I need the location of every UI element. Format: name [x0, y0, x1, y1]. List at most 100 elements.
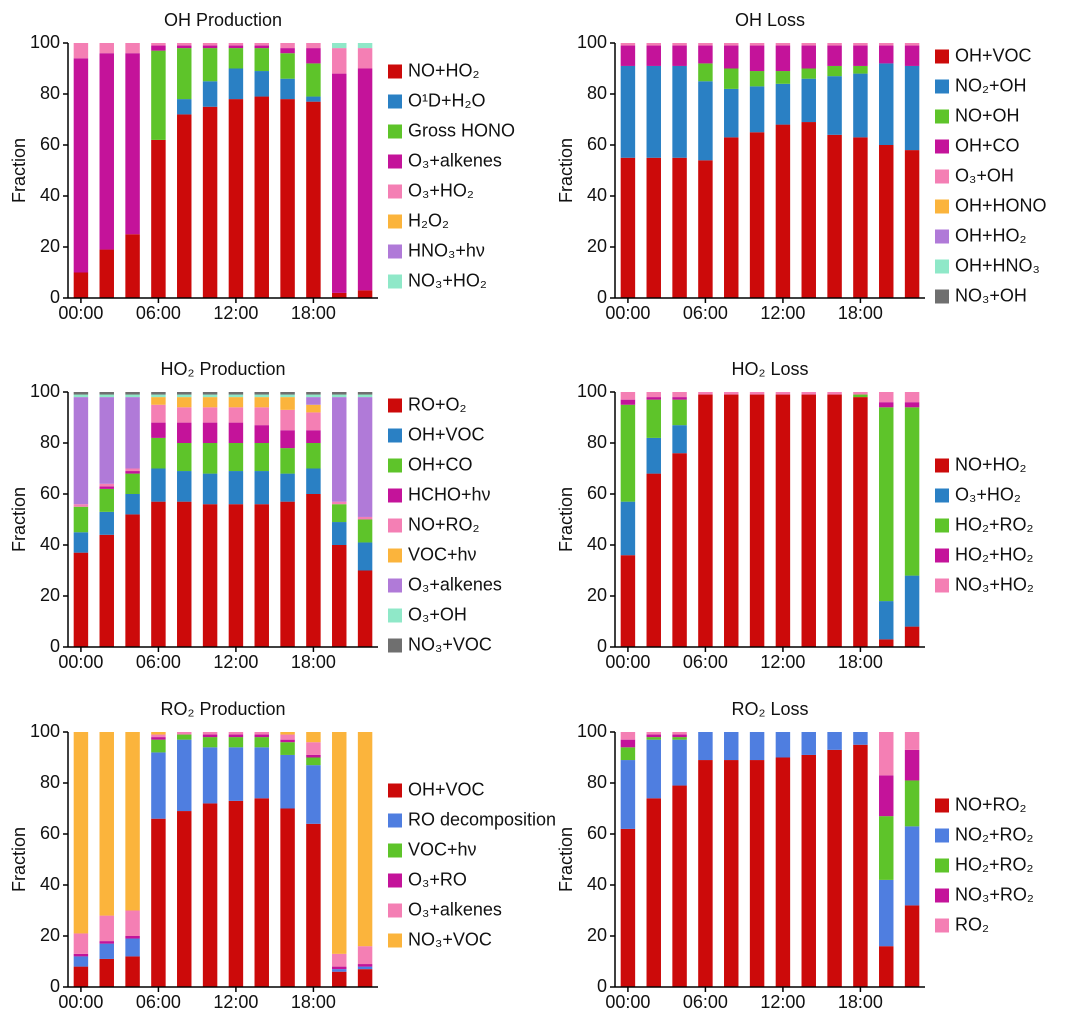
x-tick-label: 18:00 — [291, 652, 336, 672]
bar-segment — [724, 88, 739, 138]
legend-label: O₃+alkenes — [408, 899, 502, 919]
bar-segment — [646, 739, 661, 799]
bar-segment — [827, 392, 842, 395]
bar-segment — [280, 392, 295, 395]
legend-label: NO₃+VOC — [408, 634, 492, 654]
bar-segment — [125, 956, 140, 987]
bar-segment — [620, 43, 636, 46]
legend-label: NO₂+RO₂ — [955, 824, 1034, 844]
bar-segment — [775, 732, 791, 758]
bar-segment — [177, 471, 192, 502]
legend-swatch — [388, 518, 402, 533]
bar-segment — [357, 394, 373, 398]
bar-segment — [202, 106, 218, 298]
legend-label: O¹D+H₂O — [408, 90, 486, 110]
bar-segment — [827, 45, 842, 66]
legend-swatch — [935, 488, 949, 503]
x-tick-label: 12:00 — [213, 992, 258, 1012]
bar-segment — [775, 71, 791, 84]
x-tick-label: 18:00 — [838, 303, 883, 323]
bar-segment — [749, 132, 765, 298]
bar-segment — [73, 272, 89, 298]
bar-segment — [202, 394, 218, 398]
bar-segment — [646, 437, 661, 474]
bar-segment — [306, 397, 321, 405]
bar-segment — [99, 958, 114, 987]
legend-swatch — [935, 139, 949, 154]
x-tick-label: 00:00 — [605, 303, 650, 323]
bar-segment — [853, 73, 868, 138]
bar-segment — [827, 394, 842, 647]
bar-segment — [332, 397, 347, 502]
bar-segment — [151, 468, 166, 502]
bar-segment — [254, 732, 269, 735]
bar-segment — [357, 397, 373, 517]
bar-segment — [801, 122, 816, 298]
bar-segment — [202, 48, 218, 82]
bar-segment — [306, 757, 321, 766]
bar-segment — [99, 394, 114, 398]
y-tick-label: 20 — [587, 236, 607, 256]
bar-segment — [646, 399, 661, 438]
legend-label: VOC+hν — [408, 544, 477, 564]
y-tick-label: 100 — [577, 721, 607, 741]
y-tick-label: 80 — [587, 432, 607, 452]
legend-swatch — [935, 548, 949, 563]
bar-segment — [99, 249, 114, 298]
bar-segment — [306, 732, 321, 743]
bar-segment — [306, 48, 321, 64]
legend-swatch — [935, 518, 949, 533]
bar-segment — [99, 486, 114, 489]
bar-segment — [620, 404, 636, 502]
bar-segment — [724, 732, 739, 761]
bar-segment — [125, 732, 140, 911]
legend-label: VOC+hν — [408, 839, 477, 859]
legend-label: OH+VOC — [955, 45, 1032, 65]
bar-segment — [177, 397, 192, 408]
bar-segment — [904, 150, 920, 298]
legend-swatch — [388, 548, 402, 563]
bar-segment — [698, 160, 713, 298]
bar-segment — [698, 81, 713, 161]
y-axis-label: Fraction — [9, 487, 29, 552]
bar-segment — [904, 780, 920, 827]
legend-label: OH+CO — [408, 454, 473, 474]
bar-segment — [332, 73, 347, 293]
bar-segment — [801, 394, 816, 647]
legend-swatch — [388, 184, 402, 199]
bar-segment — [177, 732, 192, 735]
bar-segment — [73, 506, 89, 533]
bar-segment — [332, 969, 347, 972]
legend-label: NO+HO₂ — [408, 60, 480, 80]
bar-segment — [73, 392, 89, 395]
bar-segment — [357, 732, 373, 947]
bar-segment — [672, 734, 687, 738]
bar-segment — [801, 45, 816, 69]
bar-segment — [775, 392, 791, 395]
legend-label: OH+HO₂ — [955, 225, 1027, 245]
bar-segment — [357, 392, 373, 395]
bar-segment — [306, 443, 321, 469]
bar-segment — [280, 448, 295, 474]
legend-label: RO+O₂ — [408, 394, 467, 414]
bar-segment — [332, 392, 347, 395]
bar-segment — [698, 43, 713, 46]
bar-segment — [620, 157, 636, 298]
bar-segment — [672, 65, 687, 158]
bar-segment — [724, 760, 739, 987]
y-tick-label: 40 — [587, 534, 607, 554]
bar-segment — [125, 514, 140, 647]
legend-swatch — [388, 608, 402, 623]
legend-swatch — [935, 918, 949, 933]
bar-segment — [879, 402, 894, 408]
legend-label: OH+VOC — [408, 424, 485, 444]
bar-segment — [306, 96, 321, 102]
bar-segment — [151, 50, 166, 140]
bar-segment — [357, 516, 373, 520]
y-tick-label: 40 — [40, 185, 60, 205]
bar-segment — [125, 471, 140, 474]
legend-label: NO+HO₂ — [955, 454, 1027, 474]
legend-swatch — [935, 169, 949, 184]
bar-segment — [879, 45, 894, 64]
y-tick-label: 100 — [577, 381, 607, 401]
